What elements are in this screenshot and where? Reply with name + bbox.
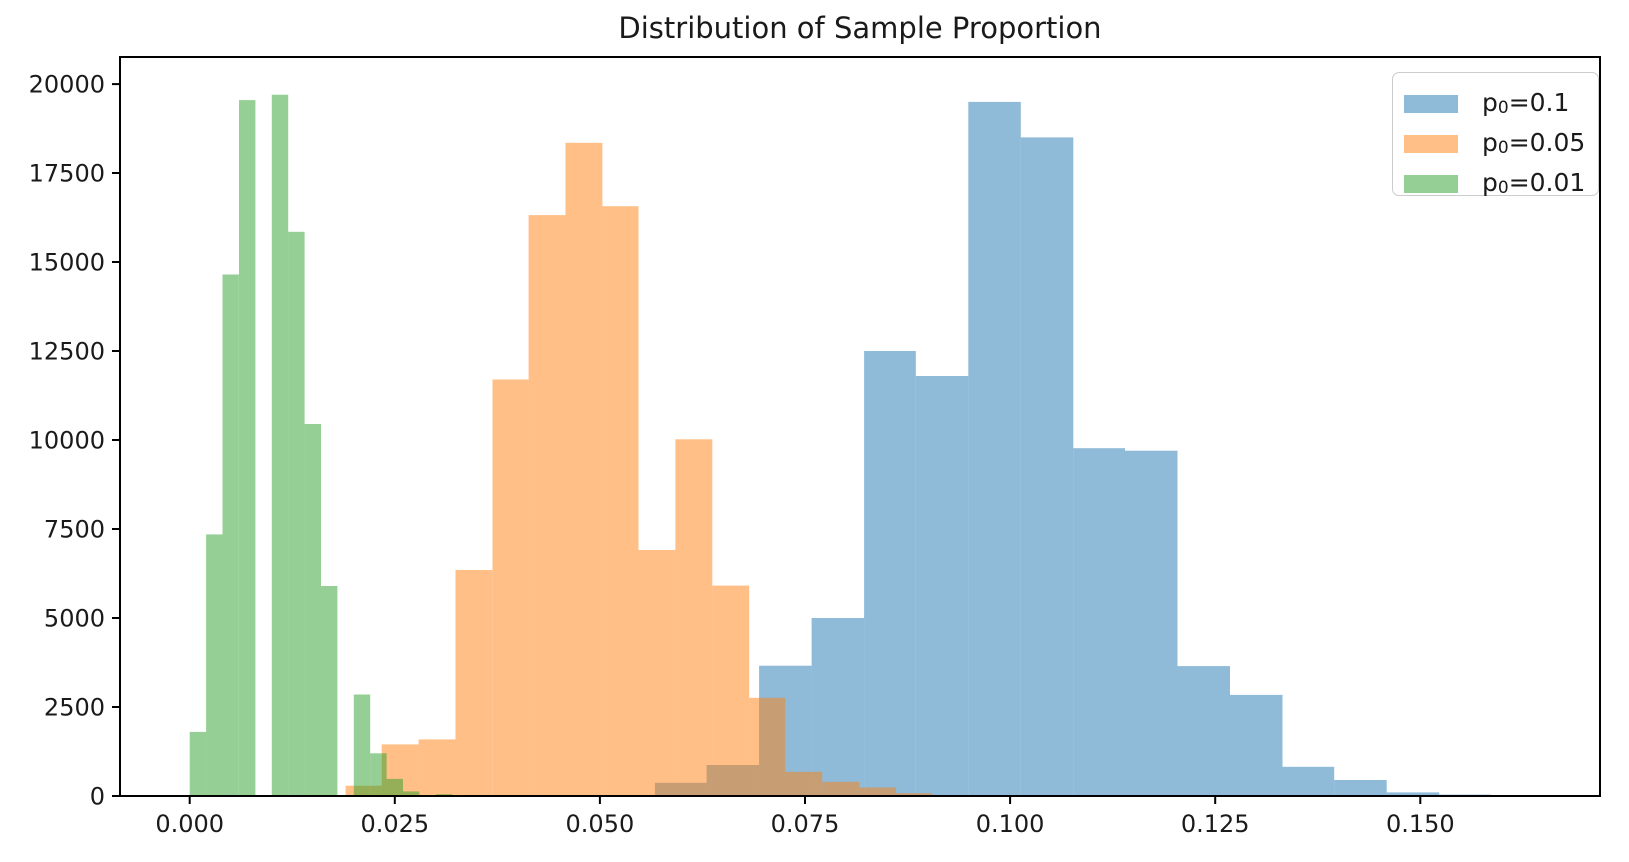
bars-layer — [189, 94, 1491, 797]
histogram-bar — [785, 771, 823, 796]
y-tick-label: 5000 — [44, 605, 105, 633]
histogram-bar — [492, 379, 529, 796]
legend-label-value: =0.1 — [1508, 88, 1570, 118]
x-tick-label: 0.125 — [1181, 810, 1250, 838]
histogram-bar — [386, 778, 403, 796]
histogram-bar — [1177, 666, 1230, 796]
legend-label-subscript: 0 — [1497, 98, 1509, 119]
x-tick-label: 0.000 — [155, 810, 224, 838]
legend-label-text: p — [1482, 88, 1498, 118]
y-tick-label: 7500 — [44, 516, 105, 544]
histogram-bar — [859, 787, 897, 796]
histogram-bar — [418, 739, 456, 796]
histogram-bar — [189, 731, 207, 796]
legend-swatch-green — [1404, 175, 1458, 193]
histogram-bar — [1020, 137, 1074, 796]
x-tick-label: 0.100 — [976, 810, 1045, 838]
histogram-bar — [968, 101, 1021, 796]
y-tick-label: 17500 — [29, 160, 105, 188]
legend-label-text: p — [1482, 168, 1498, 198]
y-tick-label: 20000 — [29, 71, 105, 99]
histogram-bar — [239, 100, 256, 797]
y-tick-label: 15000 — [29, 249, 105, 277]
legend-label: p0=0.1 — [1482, 90, 1569, 117]
histogram-bar — [602, 206, 639, 796]
legend-swatch-blue — [1404, 95, 1458, 113]
series-p0=0.01 — [189, 94, 453, 797]
legend-label-subscript: 0 — [1497, 138, 1509, 159]
histogram-bar — [811, 618, 865, 796]
x-tick-label: 0.075 — [771, 810, 840, 838]
histogram-bar — [1282, 766, 1335, 796]
y-tick-label: 10000 — [29, 427, 105, 455]
x-tick-label: 0.025 — [360, 810, 429, 838]
histogram-bar — [353, 694, 371, 796]
legend-label-value: =0.05 — [1508, 128, 1586, 158]
histogram-bar — [288, 231, 305, 797]
histogram-bar — [712, 585, 750, 796]
x-tick-label: 0.050 — [566, 810, 635, 838]
histogram-bar — [403, 791, 420, 796]
histogram-bar — [528, 215, 566, 797]
histogram-bar — [822, 781, 860, 796]
histogram-bar — [1230, 694, 1283, 796]
histogram-bar — [675, 439, 713, 796]
legend-label-value: =0.01 — [1508, 168, 1586, 198]
histogram-bar — [1386, 792, 1440, 796]
histogram-bar — [638, 550, 676, 796]
y-tick-label: 12500 — [29, 338, 105, 366]
histogram-bar — [1073, 448, 1125, 796]
histogram-bar — [1125, 450, 1178, 796]
histogram-bar — [565, 142, 603, 797]
histogram-bar — [222, 274, 239, 796]
legend-label-text: p — [1482, 128, 1498, 158]
y-axis: 0 2500 5000 7500 10000 12500 15000 17500 20000 — [29, 71, 120, 811]
legend-swatch-orange — [1404, 135, 1458, 153]
series-p0=0.05 — [345, 142, 933, 797]
series-p0=0.1 — [654, 101, 1491, 796]
histogram-bar — [915, 376, 969, 796]
legend-item: p0=0.05 — [1393, 124, 1598, 164]
legend-item: p0=0.1 — [1393, 84, 1598, 124]
legend-label: p0=0.01 — [1482, 170, 1585, 197]
legend-label: p0=0.05 — [1482, 130, 1585, 157]
histogram-bar — [864, 351, 916, 796]
histogram-bar — [304, 424, 321, 796]
histogram-bar — [455, 570, 493, 796]
legend-item: p0=0.01 — [1393, 164, 1598, 204]
histogram-bar — [896, 793, 933, 796]
histogram-bar — [749, 697, 786, 796]
legend-label-subscript: 0 — [1497, 178, 1509, 199]
y-tick-label: 0 — [90, 783, 105, 811]
plot-frame — [119, 56, 1601, 797]
legend: p0=0.1 p0=0.05 p0=0.01 — [1392, 72, 1599, 197]
y-tick-label: 2500 — [44, 694, 105, 722]
histogram-bar — [1334, 780, 1387, 796]
histogram-bar — [271, 94, 289, 796]
histogram-bar — [206, 534, 223, 796]
x-tick-label: 0.150 — [1386, 810, 1455, 838]
chart-title: Distribution of Sample Proportion — [618, 11, 1102, 45]
histogram-bar — [370, 753, 387, 796]
histogram-bar — [321, 586, 338, 796]
x-axis: 0.000 0.025 0.050 0.075 0.100 0.125 0.150 — [155, 796, 1455, 838]
